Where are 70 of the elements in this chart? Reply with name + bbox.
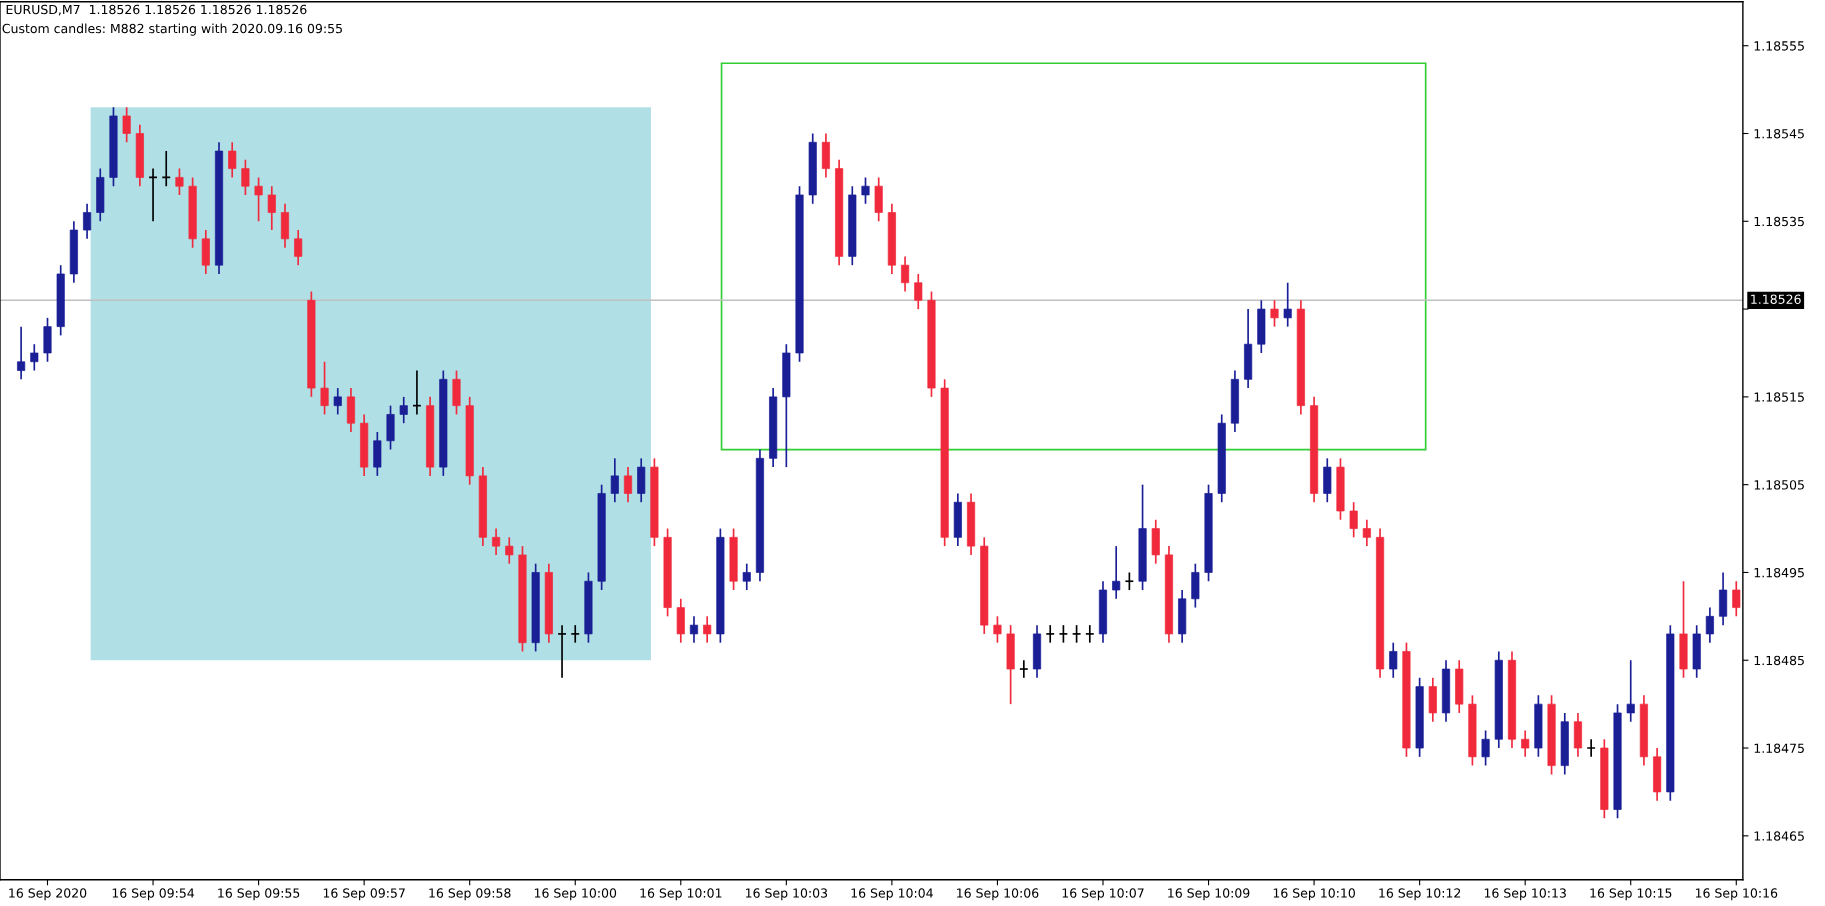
y-tick-label: 1.18535 — [1754, 216, 1804, 227]
x-tick-label: 16 Sep 10:01 — [640, 888, 722, 901]
x-tick-label: 16 Sep 09:58 — [429, 888, 511, 901]
x-tick-label: 16 Sep 09:54 — [112, 888, 195, 901]
ref-line-label: 1.18526 — [1751, 294, 1801, 304]
candlestick — [914, 273, 923, 310]
x-tick-label: 16 Sep 10:16 — [1695, 888, 1778, 901]
x-tick-label: 16 Sep 10:13 — [1484, 888, 1566, 901]
candlestick — [320, 360, 329, 416]
candlestick — [901, 255, 910, 293]
candlestick — [1084, 624, 1095, 644]
candlestick — [333, 387, 342, 416]
candlestick — [254, 176, 263, 223]
x-tick-label: 16 Sep 10:09 — [1168, 888, 1250, 901]
candlestick — [175, 167, 184, 196]
y-tick-label: 1.18465 — [1754, 831, 1804, 841]
candlestick — [623, 466, 633, 504]
candlestick — [1270, 299, 1279, 328]
y-tick-label: 1.18485 — [1754, 655, 1804, 666]
candlestick — [505, 536, 514, 565]
x-tick-label: 16 Sep 10:07 — [1062, 888, 1144, 901]
x-tick-label: 16 Sep 10:00 — [534, 888, 617, 901]
candlestick — [689, 615, 699, 644]
candlestick — [1586, 738, 1596, 758]
x-tick-label: 16 Sep 10:12 — [1379, 888, 1461, 901]
candlestick — [30, 343, 39, 372]
candlestick — [241, 159, 250, 196]
y-tick-label: 1.18475 — [1754, 743, 1804, 753]
y-tick-label: 1.18495 — [1754, 567, 1804, 578]
candlestick — [399, 396, 408, 425]
y-tick-label: 1.18505 — [1754, 480, 1804, 490]
candlestick — [83, 202, 92, 240]
candlestick — [1389, 641, 1398, 679]
candlestick — [228, 141, 237, 179]
y-tick-label: 1.18545 — [1754, 128, 1804, 139]
candlestick — [1732, 580, 1741, 618]
candlestick — [1349, 501, 1358, 539]
candlestick — [1626, 659, 1635, 723]
x-tick-label: 16 Sep 09:55 — [218, 888, 300, 901]
candlestick — [703, 615, 712, 644]
candlestick — [294, 229, 303, 267]
x-tick-label: 16 Sep 2020 — [9, 888, 87, 901]
candlestick — [17, 325, 26, 381]
y-tick-label: 1.18555 — [1754, 41, 1804, 51]
candlestick — [570, 624, 581, 644]
candlestick — [993, 615, 1002, 644]
x-tick-label: 16 Sep 10:04 — [851, 888, 933, 901]
candlestick — [861, 176, 870, 205]
y-tick-label: 1.18515 — [1754, 392, 1804, 402]
candlestick — [122, 106, 131, 144]
candlestick — [610, 457, 619, 504]
candlestick — [1481, 729, 1490, 767]
candlestick — [267, 185, 276, 231]
candlestick — [1362, 518, 1371, 547]
candlestick — [557, 624, 567, 679]
candlestick — [492, 527, 501, 556]
candlestick — [1283, 281, 1292, 328]
x-tick-label: 16 Sep 10:06 — [957, 888, 1039, 901]
x-tick-label: 16 Sep 09:57 — [323, 888, 405, 901]
candlestick — [1019, 659, 1029, 679]
text: Custom candles: M882 starting with 2020.09.16 09:55 — [2, 23, 342, 36]
chart-title: EURUSD,M7 1.18526 1.18526 1.18526 1.18526 — [6, 4, 307, 16]
x-tick-label: 16 Sep 10:10 — [1273, 888, 1355, 901]
candlestick — [1521, 729, 1530, 758]
candlestick — [1045, 624, 1056, 644]
x-tick-label: 16 Sep 10:03 — [745, 888, 828, 901]
candlestick — [1705, 606, 1714, 644]
candlestick — [1112, 545, 1121, 600]
x-tick-label: 16 Sep 10:15 — [1590, 888, 1672, 901]
candlestick — [742, 562, 751, 591]
